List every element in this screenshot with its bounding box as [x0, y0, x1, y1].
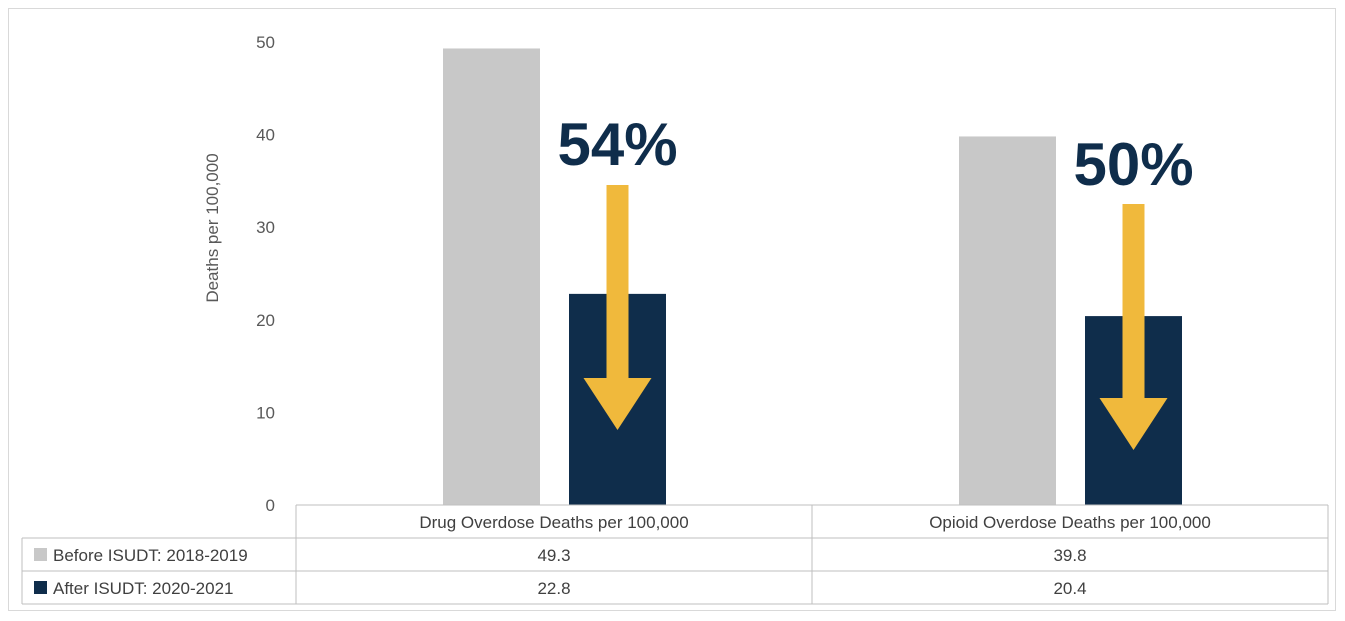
bar — [959, 136, 1056, 505]
y-tick-label: 20 — [256, 311, 275, 330]
data-table: Drug Overdose Deaths per 100,000 Opioid O… — [21, 504, 1329, 605]
arrow-shaft — [606, 185, 629, 378]
percent-callout: 54% — [557, 111, 677, 178]
bar — [443, 48, 540, 506]
category-label: Drug Overdose Deaths per 100,000 — [419, 513, 688, 532]
bars — [443, 48, 1182, 506]
legend-label: After ISUDT: 2020-2021 — [53, 579, 233, 598]
data-label: 39.8 — [1053, 546, 1086, 565]
down-arrow-icon — [583, 185, 652, 430]
data-label: 20.4 — [1053, 579, 1086, 598]
y-axis-ticks: 0 10 20 30 40 50 — [256, 33, 275, 515]
arrow-shaft — [1122, 204, 1145, 398]
data-label: 22.8 — [537, 579, 570, 598]
legend-label: Before ISUDT: 2018-2019 — [53, 546, 248, 565]
category-label: Opioid Overdose Deaths per 100,000 — [929, 513, 1211, 532]
y-tick-label: 10 — [256, 403, 275, 422]
arrow-head — [583, 378, 652, 430]
y-tick-label: 30 — [256, 218, 275, 237]
legend-swatch — [34, 581, 47, 594]
arrow-head — [1099, 398, 1168, 450]
y-tick-label: 40 — [256, 126, 275, 145]
legend-swatch — [34, 548, 47, 561]
percent-callout: 50% — [1073, 131, 1193, 198]
y-axis-label: Deaths per 100,000 — [203, 153, 222, 302]
down-arrow-icon — [1099, 204, 1168, 450]
y-tick-label: 50 — [256, 33, 275, 52]
y-tick-label: 0 — [266, 496, 275, 515]
change-arrows: 54% 50% — [557, 111, 1194, 450]
chart-frame — [8, 8, 1336, 611]
data-label: 49.3 — [537, 546, 570, 565]
